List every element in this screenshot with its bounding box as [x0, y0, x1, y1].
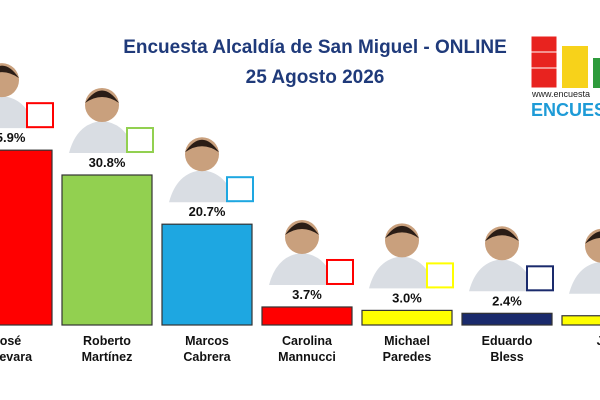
x-label-box: Michael Paredes: [382, 334, 432, 364]
hair: [85, 90, 119, 104]
x-label-box: Roberto Martínez: [81, 334, 133, 364]
x-tick-label: Eduardo Bless: [481, 334, 533, 364]
shoulders: [469, 259, 535, 292]
x-tick-label: José Guevara: [0, 334, 33, 364]
candidate-photo: [169, 137, 254, 203]
bar: [361, 309, 453, 326]
logo-name: ENCUES: [531, 100, 600, 120]
value-label: 35.9%: [0, 130, 26, 145]
value-label: 3.7%: [292, 287, 322, 302]
chart-subtitle: 25 Agosto 2026: [246, 67, 385, 88]
candidate-photo: [369, 223, 454, 289]
party-logo: [26, 102, 54, 129]
candidate-photo: [69, 88, 154, 154]
x-tick-label: J M: [576, 333, 600, 349]
x-tick-label: Michael Paredes: [382, 334, 432, 364]
x-tick-label: Marcos Cabrera: [183, 334, 231, 364]
bar: [161, 223, 253, 326]
hair: [485, 228, 519, 242]
shoulders: [269, 252, 335, 285]
hair: [185, 139, 219, 153]
value-label: 30.8%: [89, 155, 126, 170]
x-tick-label: Carolina Mannucci: [278, 334, 336, 364]
bar: [261, 306, 353, 326]
party-logo: [526, 265, 554, 292]
shoulders: [369, 256, 435, 289]
shoulders: [169, 170, 235, 203]
value-label: 2.4%: [492, 293, 522, 308]
bar: [61, 174, 153, 326]
shoulders: [569, 262, 600, 294]
party-logo: [426, 262, 454, 289]
party-logo: [226, 176, 254, 203]
hair: [385, 225, 419, 239]
value-label: 3.0%: [392, 290, 422, 305]
x-label-box: José Guevara: [0, 334, 33, 364]
shoulders: [69, 121, 135, 154]
bar: [461, 312, 553, 326]
logo: www.encuesta ENCUES: [530, 35, 600, 120]
x-label-box: J M: [576, 333, 600, 349]
candidate-photo: [269, 219, 354, 285]
x-label-box: Carolina Mannucci: [278, 334, 336, 364]
chart-title: Encuesta Alcaldía de San Miguel - ONLINE: [123, 37, 507, 58]
party-logo: [326, 258, 354, 285]
candidate-photo: [469, 226, 554, 292]
value-label: 20.7%: [189, 204, 226, 219]
x-label-box: Eduardo Bless: [481, 334, 533, 364]
x-tick-label: Roberto Martínez: [81, 334, 133, 364]
bar: [561, 315, 600, 326]
hair: [285, 222, 319, 235]
hair: [585, 231, 600, 244]
hair: [0, 65, 19, 79]
party-logo: [126, 127, 154, 154]
logo-url: www.encuesta: [531, 89, 590, 99]
candidate-photo: [569, 228, 600, 294]
bar: [0, 149, 53, 326]
x-label-box: Marcos Cabrera: [183, 334, 231, 364]
candidate-photo: [0, 63, 54, 129]
